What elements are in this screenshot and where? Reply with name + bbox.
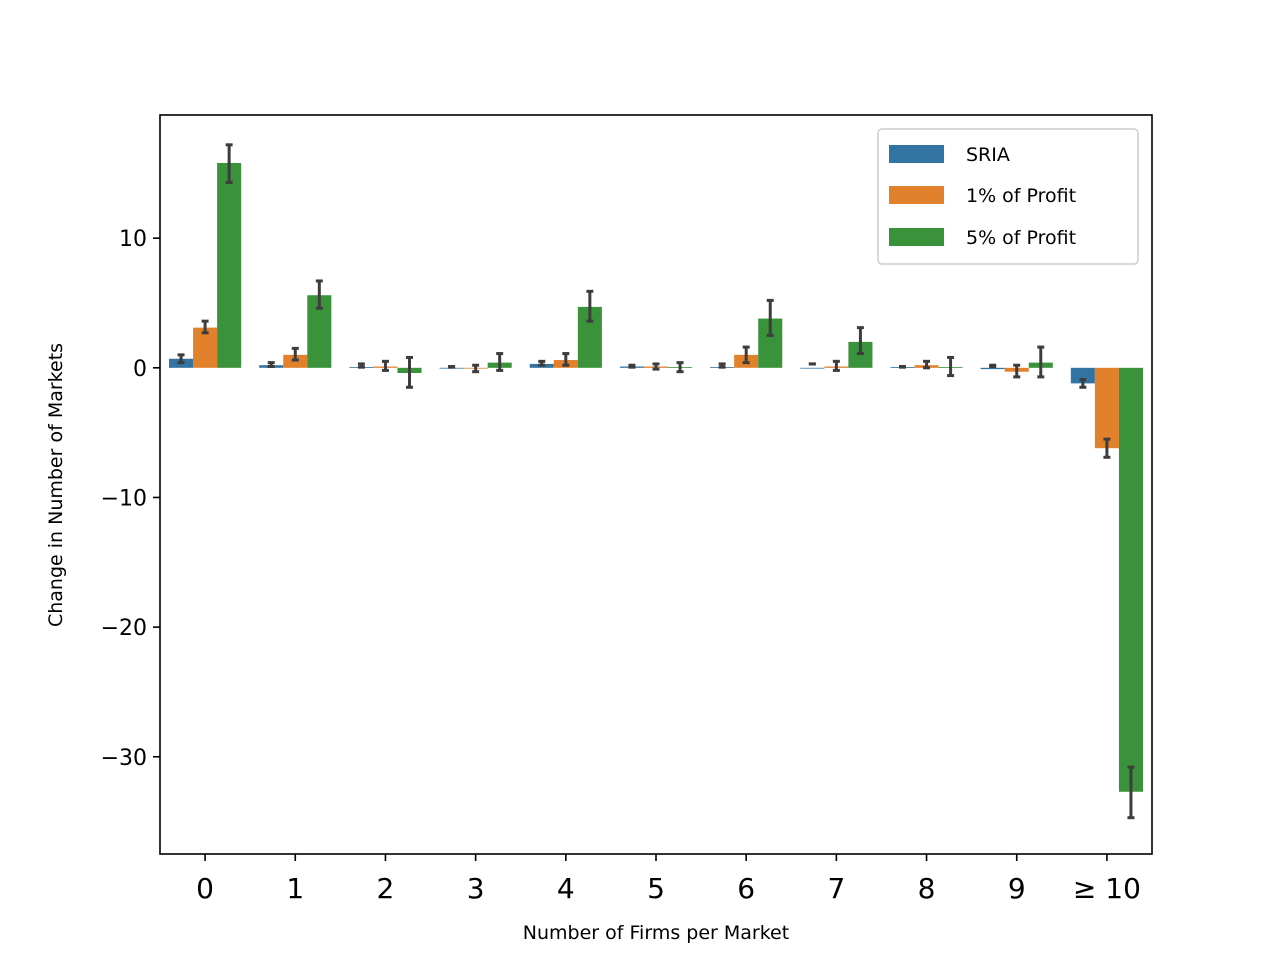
error-bar-1-8 (923, 359, 931, 370)
error-bar-0-2 (357, 362, 365, 369)
error-bar-1-7 (832, 359, 840, 372)
error-bars-layer (177, 143, 1135, 820)
error-bar-2-6 (766, 298, 774, 337)
error-bar-0-6 (718, 362, 726, 369)
error-bar-2-10 (1127, 765, 1135, 820)
error-bar-1-4 (562, 352, 570, 367)
error-bar-1-0 (201, 319, 209, 335)
legend-swatch-1pct-profit (889, 186, 944, 204)
bar-5-of-profit-0 (217, 162, 242, 368)
x-tick-label: 9 (1008, 872, 1026, 905)
legend-label-sria: SRIA (966, 144, 1010, 166)
legend: SRIA 1% of Profit 5% of Profit (877, 128, 1139, 265)
error-bar-0-8 (898, 365, 906, 369)
error-bar-2-8 (947, 355, 955, 378)
x-tick-label: ≥ 10 (1073, 872, 1141, 905)
y-tick-label: 0 (133, 357, 147, 382)
x-tick-label: 6 (737, 872, 755, 905)
error-bar-2-3 (496, 352, 504, 372)
x-tick-label: 0 (196, 872, 214, 905)
y-axis: 10 0 −10 −20 −30 (101, 227, 160, 771)
x-tick-label: 5 (647, 872, 665, 905)
bar-5-of-profit-10 (1118, 367, 1143, 792)
error-bar-0-4 (538, 359, 546, 367)
x-axis-title: Number of Firms per Market (523, 922, 789, 944)
error-bar-0-5 (628, 363, 636, 369)
x-tick-label: 2 (377, 872, 395, 905)
error-bar-2-5 (676, 361, 684, 374)
error-bar-1-3 (472, 363, 480, 374)
error-bar-0-9 (989, 363, 997, 369)
error-bar-0-3 (448, 365, 456, 369)
bar-sria-7 (800, 367, 825, 369)
error-bar-1-2 (381, 359, 389, 372)
error-bar-0-0 (177, 353, 185, 365)
error-bar-2-0 (225, 143, 233, 184)
bar-sria-9 (980, 367, 1005, 370)
bar-sria-10 (1070, 367, 1095, 384)
error-bar-0-10 (1079, 377, 1087, 389)
error-bar-2-1 (315, 279, 323, 310)
y-tick-label: −30 (101, 746, 147, 771)
y-tick-label: −10 (101, 486, 147, 511)
error-bar-2-9 (1037, 345, 1045, 379)
x-tick-label: 7 (827, 872, 845, 905)
error-bar-2-7 (856, 326, 864, 356)
bar-1-of-profit-10 (1094, 367, 1119, 449)
y-tick-label: −20 (101, 616, 147, 641)
x-tick-label: 3 (467, 872, 485, 905)
error-bar-1-9 (1013, 363, 1021, 379)
error-bar-1-5 (652, 362, 660, 371)
legend-swatch-sria (889, 145, 944, 163)
error-bar-2-4 (586, 289, 594, 323)
error-bar-1-10 (1103, 437, 1111, 459)
x-tick-label: 8 (918, 872, 936, 905)
bar-1-of-profit-0 (193, 327, 218, 368)
y-tick-label: 10 (119, 227, 147, 252)
error-bar-0-1 (267, 361, 275, 369)
legend-swatch-5pct-profit (889, 228, 944, 246)
error-bar-1-1 (291, 346, 299, 362)
error-bar-1-6 (742, 345, 750, 365)
legend-label-1pct-profit: 1% of Profit (966, 185, 1076, 207)
error-bar-2-2 (406, 355, 414, 389)
x-tick-label: 4 (557, 872, 575, 905)
x-axis: 0 1 2 3 4 5 6 7 8 9 ≥ 10 (196, 854, 1141, 905)
legend-label-5pct-profit: 5% of Profit (966, 227, 1076, 249)
x-tick-label: 1 (286, 872, 304, 905)
y-axis-title: Change in Number of Markets (45, 343, 67, 627)
